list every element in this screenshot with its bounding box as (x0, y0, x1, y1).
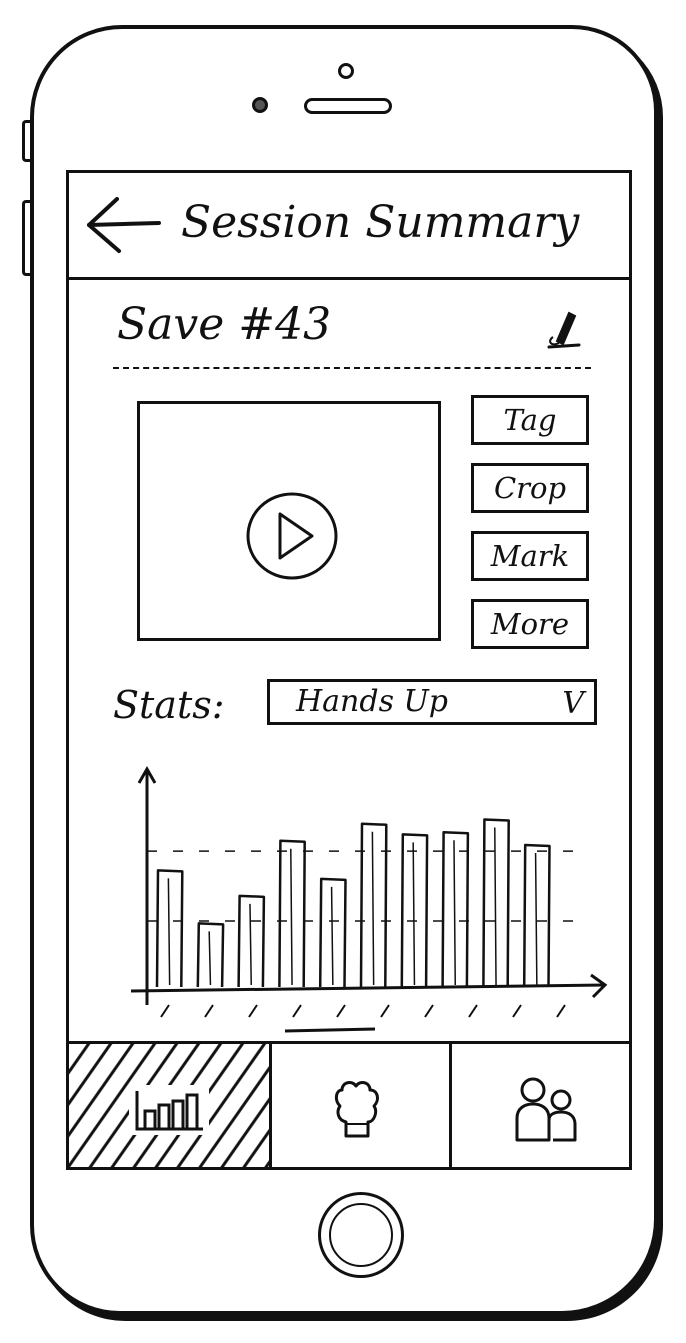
tab-stats[interactable] (69, 1044, 272, 1167)
play-button[interactable] (244, 488, 340, 584)
x-tick (292, 1004, 302, 1018)
chart-bar-hatch (412, 842, 416, 986)
arrow-left-icon (87, 197, 161, 253)
x-tick (512, 1004, 522, 1018)
tab-bar (69, 1041, 629, 1167)
page-title: Session Summary (181, 197, 580, 248)
chart-bar-hatch (330, 886, 334, 986)
chart-bar (318, 877, 347, 988)
tag-button[interactable]: Tag (471, 395, 589, 445)
fist-icon (334, 1081, 379, 1138)
front-camera (338, 63, 354, 79)
earpiece-speaker (304, 98, 392, 114)
chart-bar (278, 839, 306, 988)
pencil-icon (547, 311, 581, 349)
tab-player[interactable] (269, 1044, 447, 1167)
x-axis-arrow (590, 973, 608, 999)
video-actions: Tag Crop Mark More (471, 395, 601, 667)
chart-bar (482, 818, 510, 988)
title-divider (113, 367, 591, 369)
chart-bar-hatch (290, 848, 293, 986)
back-button[interactable] (83, 193, 163, 257)
chart-bar-hatch (167, 878, 171, 986)
more-button[interactable]: More (471, 599, 589, 649)
chart-bar (359, 822, 388, 988)
x-tick (248, 1004, 258, 1018)
chart-bar (155, 869, 184, 988)
stats-selected-value: Hands Up (296, 684, 448, 719)
chart-bar (522, 843, 551, 988)
volume-up-button (22, 200, 33, 276)
chart-bar (400, 833, 429, 988)
crop-button-label: Crop (493, 471, 567, 505)
mute-switch (22, 120, 33, 162)
chart-bar-hatch (371, 831, 375, 986)
session-name: Save #43 (117, 299, 332, 350)
chart-bar (237, 894, 266, 988)
chevron-down-icon: V (562, 686, 584, 721)
screen: Session Summary Save #43 Tag Crop Mark (66, 170, 632, 1170)
chart-bar-hatch (208, 931, 212, 986)
header: Session Summary (69, 173, 629, 280)
x-tick (380, 1004, 390, 1018)
crop-button[interactable]: Crop (471, 463, 589, 513)
stats-label: Stats: (113, 683, 225, 727)
home-button[interactable] (318, 1192, 404, 1278)
chart-bar-hatch (453, 840, 456, 986)
stats-dropdown[interactable]: Hands Up V (267, 679, 597, 725)
chart-bar (196, 922, 225, 988)
chart-bar-hatch (494, 827, 497, 986)
chart-bar (441, 830, 470, 988)
mark-button-label: Mark (490, 539, 570, 573)
group-icon (515, 1077, 577, 1142)
tab-team[interactable] (449, 1044, 629, 1167)
chart-scroll-indicator (284, 1027, 376, 1033)
x-tick (336, 1004, 346, 1018)
x-axis (130, 983, 606, 993)
x-tick (556, 1004, 566, 1018)
edit-button[interactable] (543, 307, 583, 351)
tag-button-label: Tag (503, 403, 557, 437)
x-tick (468, 1004, 478, 1018)
chart-bar-hatch (249, 903, 252, 986)
bar-chart-icon (129, 1085, 209, 1135)
x-tick (204, 1004, 214, 1018)
play-icon (246, 492, 338, 580)
chart-bar-hatch (534, 852, 538, 986)
x-tick (160, 1004, 170, 1018)
mark-button[interactable]: Mark (471, 531, 589, 581)
video-player[interactable] (137, 401, 441, 641)
y-axis-arrow (137, 765, 157, 784)
proximity-sensor (252, 97, 268, 113)
x-tick (424, 1004, 434, 1018)
more-button-label: More (490, 607, 570, 641)
stats-chart (130, 765, 608, 1033)
